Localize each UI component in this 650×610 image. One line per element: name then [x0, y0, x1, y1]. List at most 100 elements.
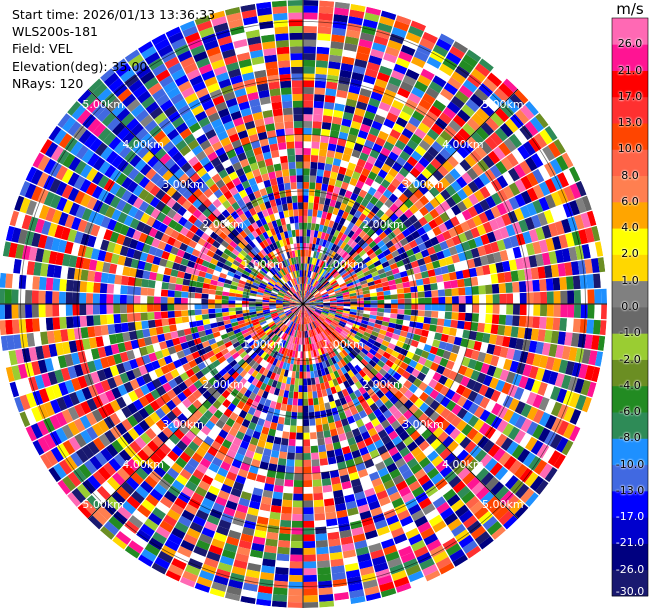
- range-gate: [383, 312, 391, 318]
- range-gate: [65, 292, 73, 304]
- range-gate: [296, 323, 299, 331]
- range-gate: [198, 480, 211, 492]
- range-gate: [177, 545, 193, 558]
- range-gate: [435, 274, 444, 283]
- range-gate: [303, 215, 308, 223]
- range-gate: [214, 294, 223, 300]
- range-gate: [287, 312, 293, 318]
- range-gate: [529, 475, 544, 492]
- range-gate: [237, 446, 247, 456]
- range-gate: [228, 292, 237, 297]
- range-gate: [306, 309, 310, 317]
- range-gate: [594, 351, 604, 367]
- range-gate: [288, 335, 293, 343]
- range-gate: [154, 280, 163, 289]
- range-gate: [580, 212, 591, 228]
- range-gate: [242, 456, 253, 466]
- range-gate: [461, 141, 474, 154]
- range-gate: [353, 346, 361, 354]
- range-gate: [474, 505, 489, 520]
- range-gate: [411, 353, 421, 363]
- range-gate: [330, 251, 337, 259]
- range-gate: [303, 351, 306, 359]
- range-gate: [379, 272, 387, 279]
- range-gate: [526, 391, 538, 406]
- range-gate: [424, 395, 435, 407]
- range-gate: [495, 379, 506, 392]
- range-gate: [545, 356, 555, 371]
- range-gate: [418, 440, 430, 452]
- range-gate: [32, 318, 40, 332]
- range-gate: [570, 332, 580, 347]
- range-gate: [351, 526, 364, 537]
- range-gate: [401, 492, 415, 504]
- range-gate: [410, 292, 419, 299]
- range-gate: [193, 545, 208, 557]
- range-gate: [470, 276, 479, 286]
- range-gate: [355, 257, 364, 265]
- range-gate: [0, 304, 6, 320]
- range-gate: [425, 433, 437, 445]
- range-gate: [364, 68, 378, 79]
- range-gate: [358, 221, 367, 231]
- range-gate: [310, 161, 318, 170]
- range-gate: [423, 344, 432, 353]
- range-gate: [18, 319, 27, 334]
- range-gate: [158, 460, 171, 473]
- range-gate: [511, 149, 525, 164]
- range-gate: [462, 122, 476, 136]
- range-gate: [335, 276, 343, 282]
- range-gate: [370, 506, 383, 517]
- range-gate: [204, 371, 214, 381]
- range-gate: [438, 258, 447, 267]
- range-gate: [323, 498, 335, 507]
- range-gate: [236, 400, 246, 410]
- range-gate: [140, 287, 148, 296]
- range-gate: [303, 432, 310, 440]
- range-gate: [244, 576, 259, 586]
- range-gate: [363, 355, 372, 363]
- range-gate: [252, 487, 264, 497]
- range-gate: [328, 220, 335, 228]
- range-gate: [341, 56, 355, 66]
- range-gate: [455, 354, 465, 365]
- range-gate: [588, 350, 598, 366]
- range-gate: [483, 323, 492, 334]
- range-gate: [286, 342, 291, 350]
- range-gate: [432, 339, 441, 348]
- range-gate: [405, 172, 417, 183]
- range-gate: [526, 406, 539, 421]
- range-gate: [436, 318, 445, 326]
- range-gate: [347, 507, 359, 517]
- range-gate: [313, 202, 319, 211]
- range-gate: [317, 275, 323, 283]
- range-gate: [402, 281, 411, 288]
- range-gate: [312, 127, 322, 136]
- range-gate: [484, 208, 495, 221]
- range-gate: [314, 282, 321, 289]
- range-gate: [362, 207, 371, 217]
- range-gate: [434, 415, 446, 427]
- range-gate: [398, 265, 407, 273]
- range-gate: [388, 245, 397, 253]
- range-gate: [295, 344, 299, 352]
- range-gate: [92, 293, 100, 304]
- range-gate: [533, 459, 548, 475]
- range-gate: [502, 260, 511, 272]
- range-gate: [321, 183, 329, 192]
- range-gate: [317, 573, 332, 582]
- range-gate: [458, 509, 474, 524]
- range-gate: [311, 343, 316, 351]
- range-gate: [575, 411, 587, 428]
- range-gate: [271, 415, 279, 424]
- range-gate: [434, 392, 445, 404]
- range-gate: [326, 343, 333, 351]
- range-gate: [313, 107, 324, 116]
- range-gate: [317, 252, 323, 260]
- range-gate: [298, 337, 302, 345]
- range-gate: [515, 109, 530, 125]
- range-gate: [194, 309, 202, 316]
- range-gate: [401, 276, 410, 283]
- range-gate: [468, 402, 479, 415]
- range-gate: [233, 559, 248, 570]
